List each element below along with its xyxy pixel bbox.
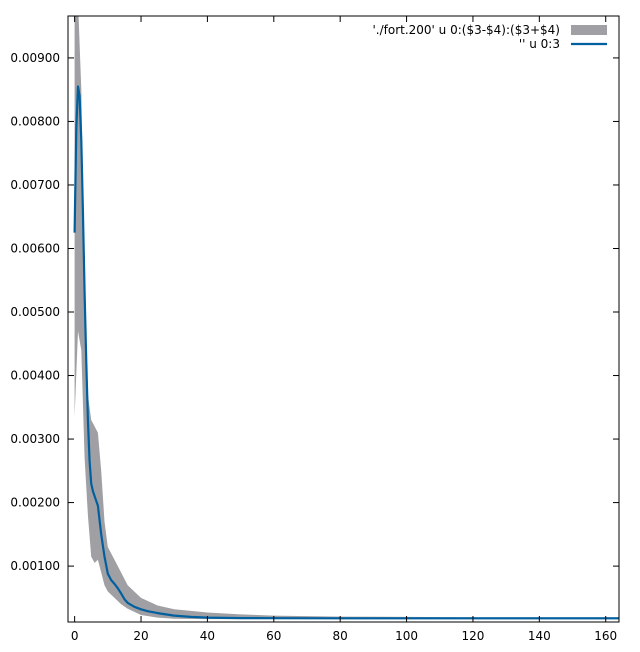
y-tick-label: 0.00500 (10, 305, 60, 319)
x-tick-label: 20 (133, 629, 148, 643)
y-tick-label: 0.00400 (10, 369, 60, 383)
x-tick-label: 100 (395, 629, 418, 643)
legend-label-0: './fort.200' u 0:($3-$4):($3+$4) (372, 23, 560, 37)
x-tick-label: 60 (266, 629, 281, 643)
y-tick-label: 0.00800 (10, 114, 60, 128)
x-tick-label: 160 (594, 629, 617, 643)
x-tick-label: 0 (71, 629, 79, 643)
series-line-1 (73, 85, 619, 620)
tick-layer: 0 20 40 60 80 100 120 140 160 0.00100 0.00200 0.003… (10, 16, 619, 643)
x-tick-label: 140 (528, 629, 551, 643)
plot-frame (67, 15, 620, 623)
x-tick-label: 40 (200, 629, 215, 643)
y-tick-label: 0.00300 (10, 432, 60, 446)
legend-swatch-0 (571, 25, 607, 35)
x-tick-label: 120 (461, 629, 484, 643)
y-tick-label: 0.00700 (10, 178, 60, 192)
x-tick-label: 80 (333, 629, 348, 643)
legend-label-1: '' u 0:3 (519, 37, 560, 51)
legend: './fort.200' u 0:($3-$4):($3+$4)'' u 0:3 (372, 23, 607, 51)
series-layer (73, 16, 619, 620)
y-tick-label: 0.00200 (10, 496, 60, 510)
y-tick-label: 0.00600 (10, 241, 60, 255)
y-tick-label: 0.00100 (10, 559, 60, 573)
y-tick-label: 0.00900 (10, 51, 60, 65)
